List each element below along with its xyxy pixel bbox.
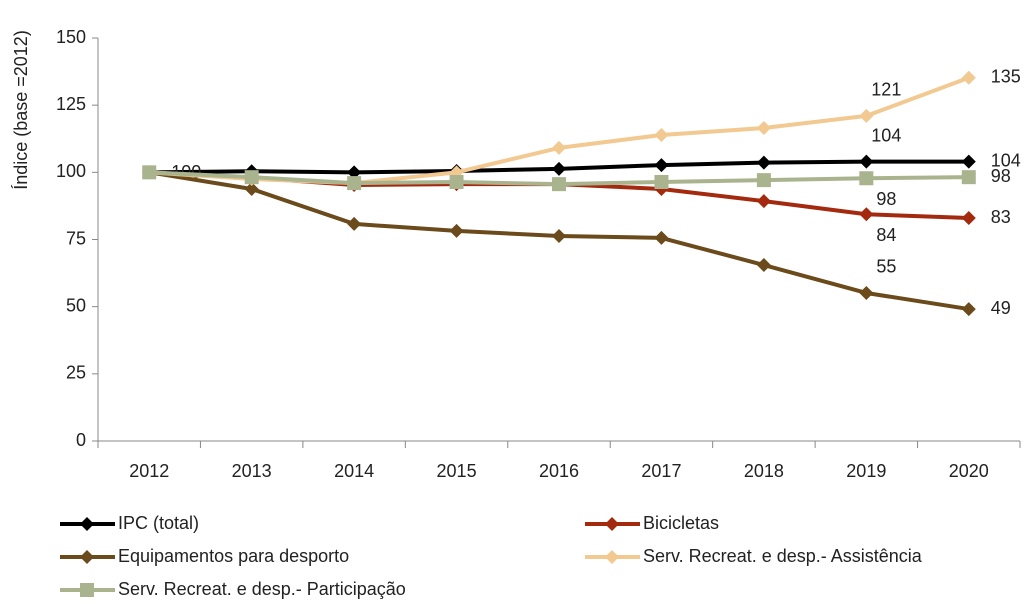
- data-label: 104: [871, 125, 901, 145]
- marker: [756, 194, 771, 209]
- marker: [244, 170, 259, 185]
- y-tick-label: 125: [56, 94, 86, 114]
- data-label: 98: [991, 166, 1011, 186]
- data-label: 98: [876, 189, 896, 209]
- marker: [756, 121, 771, 136]
- series: [142, 154, 976, 180]
- marker: [859, 154, 874, 169]
- y-tick-label: 50: [66, 295, 86, 315]
- data-label: 135: [991, 67, 1021, 87]
- marker: [961, 170, 976, 185]
- series: [142, 165, 976, 317]
- marker: [961, 154, 976, 169]
- y-tick-label: 75: [66, 228, 86, 248]
- marker: [654, 175, 669, 190]
- marker: [552, 161, 566, 176]
- y-tick-label: 100: [56, 161, 86, 181]
- marker: [552, 140, 566, 155]
- marker: [859, 207, 874, 222]
- data-label: 104: [991, 150, 1021, 170]
- marker: [756, 258, 771, 273]
- legend-label: Serv. Recreat. e desp.- Participação: [118, 579, 406, 599]
- marker: [961, 302, 976, 317]
- marker: [80, 550, 94, 564]
- marker: [347, 165, 362, 180]
- x-tick-label: 2020: [949, 461, 989, 481]
- marker: [859, 108, 874, 123]
- marker: [80, 517, 94, 531]
- series: [142, 165, 976, 192]
- marker: [605, 550, 619, 564]
- data-label: 55: [876, 257, 896, 277]
- legend-label: Bicicletas: [643, 513, 719, 533]
- data-label: 49: [991, 298, 1011, 318]
- y-tick-label: 150: [56, 27, 86, 47]
- legend-label: Serv. Recreat. e desp.- Assistência: [643, 546, 923, 566]
- y-tick-label: 25: [66, 363, 86, 383]
- x-tick-label: 2015: [437, 461, 477, 481]
- y-tick-label: 0: [76, 430, 86, 450]
- marker: [859, 171, 874, 186]
- marker: [449, 223, 464, 238]
- x-tick-label: 2013: [232, 461, 272, 481]
- x-tick-label: 2012: [129, 461, 169, 481]
- marker: [80, 583, 94, 597]
- marker: [142, 165, 157, 180]
- marker: [961, 211, 976, 226]
- data-label: 83: [991, 207, 1011, 227]
- x-tick-label: 2014: [334, 461, 374, 481]
- marker: [654, 127, 669, 142]
- marker: [347, 216, 362, 231]
- legend-label: IPC (total): [118, 513, 199, 533]
- legend-label: Equipamentos para desporto: [118, 546, 349, 566]
- y-axis-title: Índice (base =2012): [11, 30, 31, 190]
- data-label: 121: [871, 80, 901, 100]
- x-tick-label: 2016: [539, 461, 579, 481]
- marker: [552, 229, 566, 244]
- marker: [756, 173, 771, 188]
- marker: [244, 181, 259, 196]
- marker: [654, 230, 669, 245]
- x-tick-label: 2017: [641, 461, 681, 481]
- x-tick-label: 2018: [744, 461, 784, 481]
- data-label: 84: [876, 225, 896, 245]
- marker: [961, 70, 976, 85]
- marker: [605, 517, 619, 531]
- marker: [449, 175, 464, 190]
- marker: [347, 176, 362, 191]
- marker: [756, 155, 771, 170]
- marker: [552, 177, 566, 192]
- marker: [859, 285, 874, 300]
- x-tick-label: 2019: [846, 461, 886, 481]
- marker: [654, 158, 669, 173]
